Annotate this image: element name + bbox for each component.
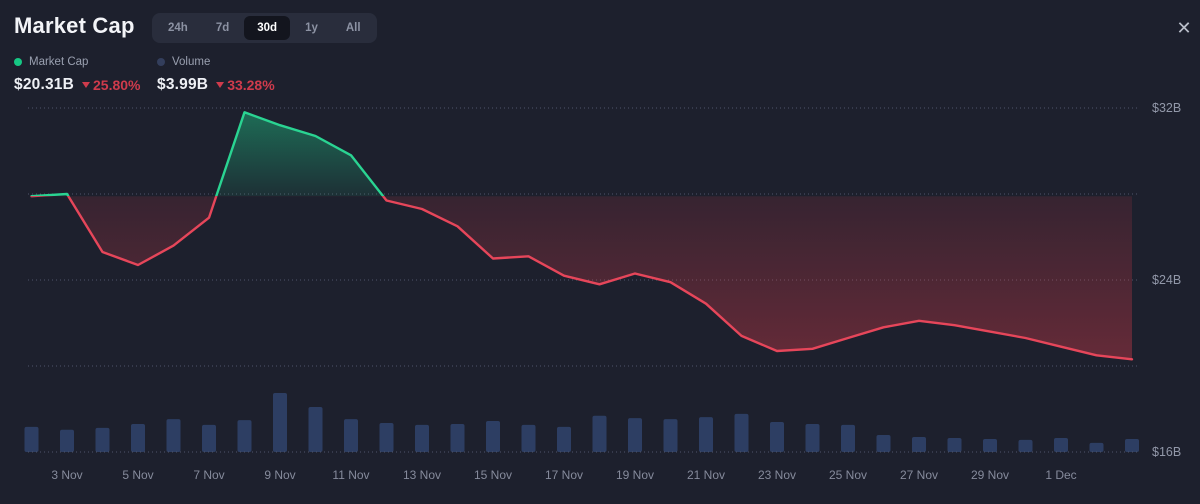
market-cap-line	[30, 111, 1134, 361]
volume-label: Volume	[172, 56, 211, 68]
volume-bars	[24, 393, 1139, 452]
volume-change: 33.28%	[216, 77, 275, 93]
range-button-30d[interactable]: 30d	[244, 16, 291, 40]
down-triangle-icon	[82, 82, 91, 88]
svg-text:$16B: $16B	[1152, 445, 1181, 459]
range-button-7d[interactable]: 7d	[203, 16, 242, 40]
svg-text:15 Nov: 15 Nov	[474, 468, 512, 482]
svg-text:23 Nov: 23 Nov	[758, 468, 796, 482]
range-button-all[interactable]: All	[333, 16, 374, 40]
svg-text:1 Dec: 1 Dec	[1045, 468, 1076, 482]
svg-text:19 Nov: 19 Nov	[616, 468, 654, 482]
volume-dot-icon	[157, 58, 165, 66]
close-button[interactable]: ✕	[1170, 14, 1198, 42]
market-cap-label: Market Cap	[29, 56, 89, 68]
legend: Market Cap Volume	[14, 56, 210, 68]
svg-text:13 Nov: 13 Nov	[403, 468, 441, 482]
market-cap-value: $20.31B	[14, 76, 75, 93]
svg-text:5 Nov: 5 Nov	[122, 468, 153, 482]
svg-text:27 Nov: 27 Nov	[900, 468, 938, 482]
y-axis-labels: $32B $24B $16B	[1152, 101, 1181, 459]
x-axis-labels: 3 Nov 5 Nov 7 Nov 9 Nov 11 Nov 13 Nov 15 Nov 17…	[51, 468, 1076, 482]
legend-volume: Volume	[157, 56, 210, 68]
page-title: Market Cap	[14, 13, 135, 38]
svg-text:$24B: $24B	[1152, 273, 1181, 287]
volume-value: $3.99B	[157, 76, 209, 93]
market-cap-value-group: $20.31B 25.80%	[14, 76, 141, 94]
svg-text:21 Nov: 21 Nov	[687, 468, 725, 482]
svg-text:17 Nov: 17 Nov	[545, 468, 583, 482]
svg-text:3 Nov: 3 Nov	[51, 468, 82, 482]
svg-text:25 Nov: 25 Nov	[829, 468, 867, 482]
svg-text:9 Nov: 9 Nov	[264, 468, 295, 482]
market-cap-area	[31, 112, 1132, 360]
close-icon: ✕	[1176, 18, 1192, 38]
range-button-1y[interactable]: 1y	[292, 16, 331, 40]
range-selector: 24h 7d 30d 1y All	[152, 13, 377, 43]
values-row: $20.31B 25.80% $3.99B 33.28%	[14, 76, 275, 94]
svg-text:$32B: $32B	[1152, 101, 1181, 115]
svg-text:11 Nov: 11 Nov	[332, 468, 369, 482]
volume-value-group: $3.99B 33.28%	[157, 76, 275, 94]
range-button-24h[interactable]: 24h	[155, 16, 201, 40]
legend-market-cap: Market Cap	[14, 56, 88, 68]
market-cap-dot-icon	[14, 58, 22, 66]
down-triangle-icon	[216, 82, 225, 88]
market-cap-change: 25.80%	[82, 77, 141, 93]
svg-text:7 Nov: 7 Nov	[193, 468, 224, 482]
svg-text:29 Nov: 29 Nov	[971, 468, 1009, 482]
